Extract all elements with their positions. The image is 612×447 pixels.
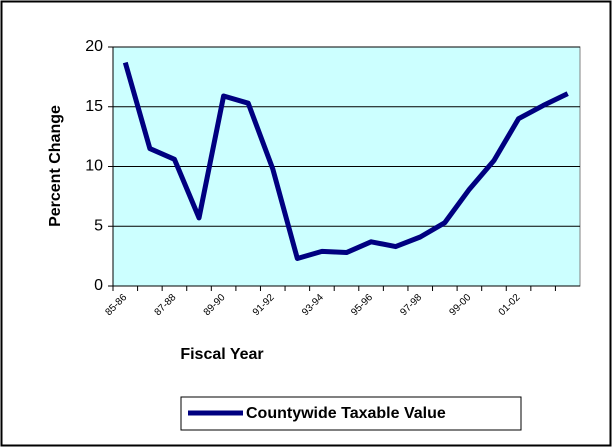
legend-label: Countywide Taxable Value <box>246 405 446 422</box>
y-tick-label: 5 <box>94 217 103 234</box>
y-tick-label: 15 <box>85 98 103 115</box>
y-tick-label: 20 <box>85 38 103 55</box>
y-tick-label: 10 <box>85 158 103 175</box>
data-line <box>122 61 569 262</box>
x-axis-label: Fiscal Year <box>180 346 263 363</box>
y-axis-label: Percent Change <box>47 105 64 227</box>
y-tick-label: 0 <box>94 277 103 294</box>
